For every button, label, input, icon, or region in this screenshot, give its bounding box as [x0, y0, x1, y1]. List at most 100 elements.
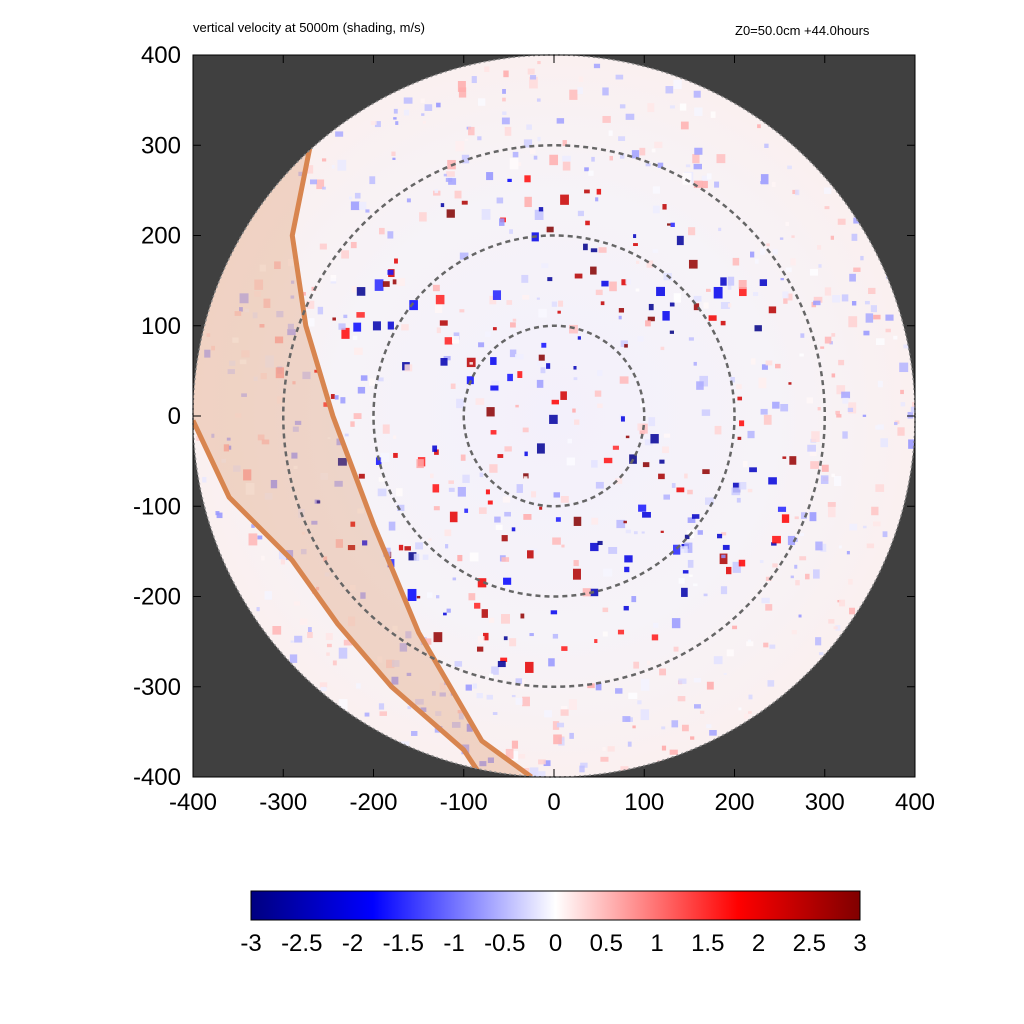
field-cell: [671, 483, 676, 488]
field-cell: [290, 640, 294, 643]
field-cell: [497, 454, 504, 458]
field-cell: [386, 659, 395, 669]
field-cell: [739, 420, 745, 427]
field-cell: [653, 622, 659, 628]
field-cell: [484, 66, 490, 73]
field-cell: [638, 504, 647, 512]
field-cell: [232, 337, 239, 343]
colorbar-tick-label: 2: [752, 930, 765, 957]
field-cell: [472, 683, 477, 689]
field-cell: [631, 150, 640, 159]
field-cell: [324, 572, 330, 577]
band-edge-right: [193, 419, 484, 777]
field-cell: [831, 373, 836, 378]
field-cell: [763, 414, 772, 425]
field-cell: [619, 376, 629, 384]
field-cell: [301, 531, 306, 535]
field-cell: [436, 327, 441, 334]
field-cell: [789, 456, 797, 465]
field-cell: [885, 314, 894, 321]
field-cell: [619, 153, 625, 159]
field-cell: [533, 155, 538, 160]
field-cell: [486, 172, 494, 181]
field-cell: [590, 248, 598, 253]
field-cell: [618, 315, 622, 320]
field-cell: [287, 323, 294, 330]
field-cell: [730, 377, 735, 383]
field-cell: [553, 734, 562, 745]
y-axis-tick-labels: 400 300 200 100 0 -100 -200 -300 -400: [133, 42, 181, 791]
field-cell: [900, 402, 906, 407]
field-cell: [319, 682, 328, 688]
field-cell: [612, 445, 619, 450]
field-cell: [551, 301, 558, 307]
field-cell: [522, 696, 530, 707]
field-cell: [395, 121, 399, 125]
colorbar-tick-label: 2.5: [793, 930, 826, 957]
field-cell: [811, 431, 820, 442]
field-cell: [538, 308, 547, 318]
field-cell: [775, 363, 781, 369]
field-cell: [684, 473, 688, 479]
field-cell: [496, 197, 504, 204]
field-cell: [549, 414, 558, 424]
field-cell: [647, 316, 655, 322]
field-cell: [752, 292, 759, 297]
field-cell: [332, 660, 337, 666]
field-cell: [501, 535, 508, 542]
field-cell: [791, 235, 795, 238]
field-cell: [880, 438, 888, 448]
field-cell: [792, 189, 798, 195]
field-cell: [609, 281, 617, 292]
field-cell: [549, 154, 559, 166]
field-cell: [377, 377, 384, 382]
field-cell: [754, 325, 762, 332]
field-cell: [405, 631, 412, 639]
field-cell: [647, 660, 651, 665]
field-cell: [505, 748, 514, 759]
field-cell: [794, 516, 799, 520]
field-cell: [831, 333, 836, 337]
field-cell: [536, 771, 546, 777]
field-cell: [882, 531, 888, 538]
field-cell: [536, 98, 541, 102]
field-cell: [682, 172, 692, 185]
field-cell: [488, 617, 495, 623]
range-ring-200: [372, 234, 736, 598]
field-cell: [529, 633, 534, 637]
field-cell: [444, 529, 452, 537]
field-cell: [591, 460, 598, 468]
field-cell: [439, 682, 446, 690]
field-cell: [641, 531, 645, 534]
field-cell: [645, 163, 651, 167]
field-cell: [875, 484, 885, 492]
field-cell: [486, 407, 495, 417]
field-cell: [537, 361, 542, 366]
field-cell: [758, 377, 767, 389]
field-cell: [476, 646, 484, 652]
field-cell: [636, 260, 640, 264]
field-cell: [451, 721, 461, 728]
field-cell: [646, 260, 654, 268]
field-cell: [732, 625, 738, 630]
field-cell: [609, 155, 614, 161]
field-cell: [547, 277, 553, 282]
field-cell: [696, 381, 704, 390]
field-cell: [654, 141, 663, 149]
field-cell: [492, 327, 497, 331]
field-cell: [541, 342, 547, 348]
x-axis-tick-labels: -400 -300 -200 -100 0 100 200 300 400: [169, 789, 935, 816]
field-cell: [504, 511, 511, 517]
field-cell: [546, 363, 551, 369]
colorbar-tick-label: 1: [650, 930, 663, 957]
field-cell: [836, 414, 842, 418]
field-cell: [813, 569, 820, 579]
field-cell: [348, 196, 353, 200]
field-cell: [439, 320, 448, 326]
field-cell: [544, 710, 553, 718]
field-cell: [452, 577, 457, 581]
field-cell: [553, 492, 561, 498]
field-cell: [903, 344, 909, 349]
field-cell: [851, 233, 858, 241]
